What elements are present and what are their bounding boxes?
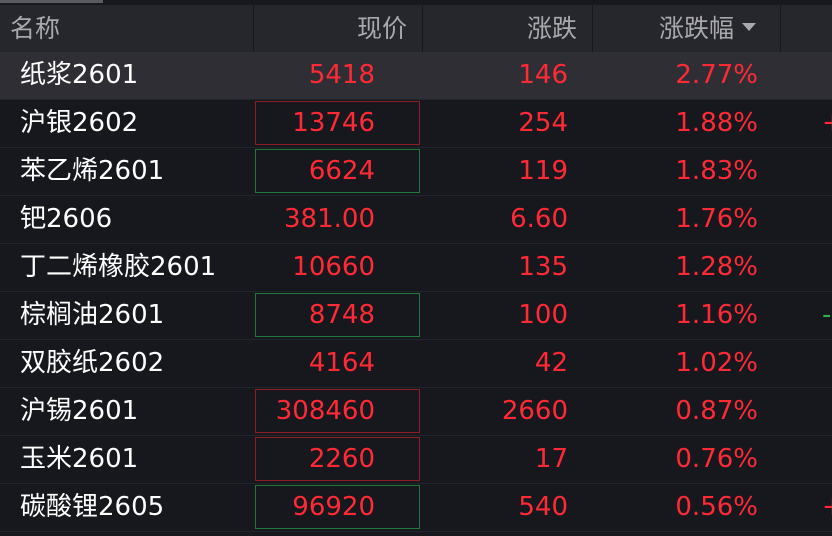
change-percent: 2.77% <box>675 60 758 90</box>
last-price: 13746 <box>292 108 375 138</box>
price-change: 135 <box>518 252 568 282</box>
table-header: 名称 现价 涨跌 涨跌幅 <box>0 5 832 52</box>
change-percent: 1.16% <box>675 300 758 330</box>
change-percent: 1.02% <box>675 348 758 378</box>
price-flash-box <box>255 437 420 481</box>
sort-descending-icon <box>742 23 757 31</box>
change-percent: 1.28% <box>675 252 758 282</box>
price-change: 6.60 <box>510 204 568 234</box>
table-row[interactable]: 纸浆2601 5418 146 2.77% <box>0 52 832 100</box>
truncated-column-value: + <box>822 484 832 531</box>
price-change: 254 <box>518 108 568 138</box>
last-price: 381.00 <box>284 204 375 234</box>
table-row[interactable]: 沪银2602 13746 254 1.88% + <box>0 100 832 148</box>
tab-strip <box>0 0 832 5</box>
price-flash-box <box>255 101 420 145</box>
change-percent: 0.76% <box>675 444 758 474</box>
column-header-change-label: 涨跌 <box>526 14 577 43</box>
table-row[interactable]: 苯乙烯2601 6624 119 1.83% <box>0 148 832 196</box>
price-change: 2660 <box>501 396 568 426</box>
truncated-column-value: + <box>822 100 832 147</box>
contract-name: 碳酸锂2605 <box>20 492 165 522</box>
price-flash-box <box>255 149 420 193</box>
price-change: 540 <box>518 492 568 522</box>
contract-name: 玉米2601 <box>20 444 139 474</box>
last-price: 8748 <box>308 300 375 330</box>
column-header-name[interactable]: 名称 <box>0 5 254 52</box>
table-row[interactable]: 碳酸锂2605 96920 540 0.56% + <box>0 484 832 532</box>
last-price: 4164 <box>308 348 375 378</box>
last-price: 10660 <box>292 252 375 282</box>
last-price: 2260 <box>308 444 375 474</box>
contract-name: 丁二烯橡胶2601 <box>20 252 217 282</box>
table-row[interactable]: 棕榈油2601 8748 100 1.16% - <box>0 292 832 340</box>
contract-name: 沪锡2601 <box>20 396 139 426</box>
price-change: 100 <box>518 300 568 330</box>
price-flash-box <box>255 389 420 433</box>
change-percent: 0.87% <box>675 396 758 426</box>
price-flash-box <box>255 293 420 337</box>
contract-name: 双胶纸2602 <box>20 348 165 378</box>
table-row[interactable]: 玉米2601 2260 17 0.76% <box>0 436 832 484</box>
change-percent: 0.56% <box>675 492 758 522</box>
table-row[interactable]: 沪锡2601 308460 2660 0.87% <box>0 388 832 436</box>
column-header-price[interactable]: 现价 <box>254 5 423 52</box>
table-row[interactable]: 钯2606 381.00 6.60 1.76% <box>0 196 832 244</box>
contract-name: 棕榈油2601 <box>20 300 165 330</box>
table-row[interactable]: 双胶纸2602 4164 42 1.02% <box>0 340 832 388</box>
column-header-price-label: 现价 <box>356 14 407 43</box>
change-percent: 1.83% <box>675 156 758 186</box>
last-price: 6624 <box>308 156 375 186</box>
price-change: 17 <box>534 444 568 474</box>
active-tab-indicator[interactable] <box>0 0 103 3</box>
column-header-name-label: 名称 <box>10 14 61 43</box>
column-header-pct-label: 涨跌幅 <box>659 14 735 43</box>
column-header-extra[interactable] <box>781 5 832 52</box>
change-percent: 1.76% <box>675 204 758 234</box>
last-price: 308460 <box>275 396 375 426</box>
truncated-column-value: - <box>822 300 832 330</box>
last-price: 5418 <box>308 60 375 90</box>
contract-name: 钯2606 <box>20 204 113 234</box>
column-header-change[interactable]: 涨跌 <box>423 5 593 52</box>
price-flash-box <box>255 485 420 529</box>
change-percent: 1.88% <box>675 108 758 138</box>
price-change: 146 <box>518 60 568 90</box>
table-row[interactable]: 丁二烯橡胶2601 10660 135 1.28% <box>0 244 832 292</box>
contract-name: 纸浆2601 <box>20 60 139 90</box>
column-header-pct[interactable]: 涨跌幅 <box>593 5 781 52</box>
price-change: 42 <box>534 348 568 378</box>
last-price: 96920 <box>292 492 375 522</box>
price-change: 119 <box>518 156 568 186</box>
contract-name: 沪银2602 <box>20 108 139 138</box>
contract-name: 苯乙烯2601 <box>20 156 165 186</box>
